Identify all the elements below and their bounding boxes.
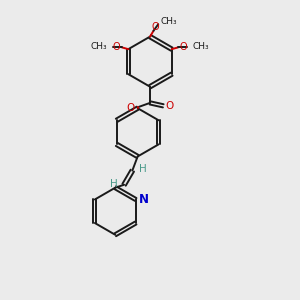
Text: O: O: [126, 103, 135, 113]
Text: CH₃: CH₃: [193, 42, 209, 51]
Text: CH₃: CH₃: [160, 17, 177, 26]
Text: CH₃: CH₃: [91, 42, 107, 51]
Text: O: O: [112, 42, 120, 52]
Text: O: O: [166, 101, 174, 111]
Text: O: O: [180, 42, 188, 52]
Text: H: H: [139, 164, 147, 174]
Text: H: H: [110, 179, 118, 189]
Text: O: O: [152, 22, 159, 32]
Text: N: N: [139, 193, 149, 206]
